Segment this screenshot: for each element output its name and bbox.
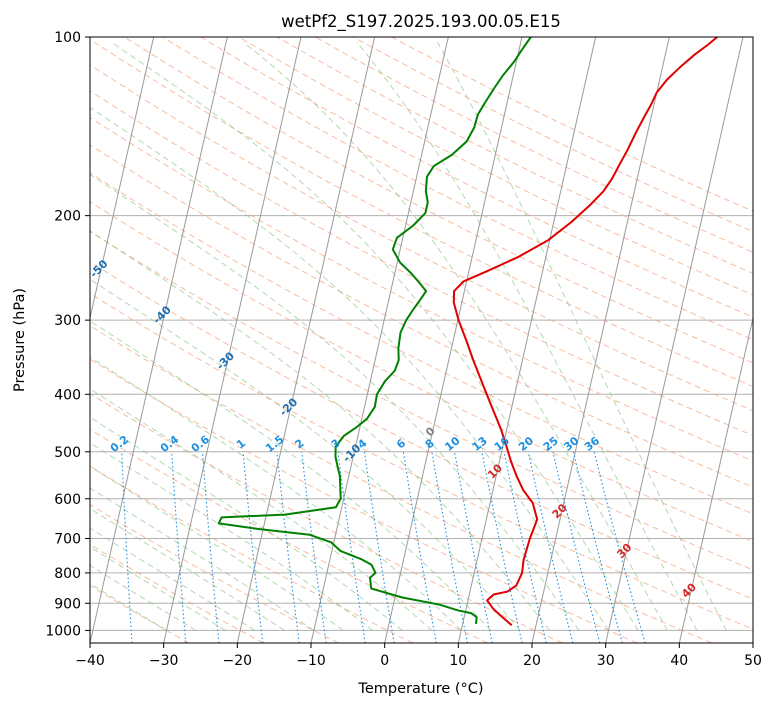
moist-adiabat [90,388,433,631]
x-tick-label: 20 [523,653,541,669]
mixing-ratio-line [276,451,300,643]
mixing-ratio-line [527,451,574,643]
isotherm [384,37,523,643]
y-axis-title: Pressure (hPa) [12,288,28,392]
x-tick-label: −30 [149,653,179,669]
moist-adiabat [90,465,344,631]
x-tick-label: −40 [75,653,105,669]
grid-layer [90,37,753,643]
dry-adiabat [90,64,753,412]
isotherm [236,37,376,643]
moist-adiabat [90,230,550,631]
mixing-ratio-line [242,451,264,643]
dry-adiabat [90,585,190,643]
mixing-ratio-line [337,451,366,643]
isotherm [678,315,753,643]
y-tick-label: 200 [54,209,81,225]
isotherm [531,37,670,643]
series-layer [217,37,718,626]
temperature-profile-line [452,37,718,626]
moist-adiabat [356,41,698,631]
y-tick-label: 600 [54,492,81,508]
x-axis-title: Temperature (°C) [357,681,483,697]
dewpoint-profile-line [217,37,532,625]
dry-adiabat [90,465,414,643]
isotherm [163,37,302,643]
mixing-ratio-line [121,451,133,643]
y-tick-label: 800 [54,566,81,582]
dry-adiabat [200,37,753,318]
dry-adiabat [90,325,712,643]
y-tick-label: 900 [54,596,81,612]
isotherm [605,37,744,643]
dry-adiabat [90,38,753,388]
dry-adiabat [90,358,638,643]
x-tick-label: 10 [449,653,467,669]
moist-adiabat [437,41,727,631]
dry-adiabat [90,144,753,488]
moist-adiabat [90,583,167,631]
mixing-ratio-line [552,451,601,643]
x-tick-label: 40 [670,653,688,669]
isotherm [457,37,597,643]
mixing-ratio-line [481,451,523,643]
dry-adiabat [90,230,753,571]
mixing-ratio-line [201,451,220,643]
isotherm [310,37,449,643]
moist-adiabat [242,41,668,631]
x-tick-label: 50 [744,653,762,669]
mixing-ratio-line [301,451,327,643]
dry-adiabat [162,37,753,341]
moist-adiabat [90,106,609,631]
mixing-ratio-line [572,451,623,643]
chart-title: wetPf2_S197.2025.193.00.05.E15 [281,12,561,32]
axis-layer: −40 −30 −20 −10 0 10 20 30 40 50 100 200 300 400 500 60… [45,30,762,669]
y-tick-label: 500 [54,445,81,461]
x-tick-label: 0 [380,653,389,669]
y-tick-label: 300 [54,313,81,329]
dry-adiabat [90,261,753,600]
mixing-ratio-line [503,451,547,643]
plot-frame [89,36,754,644]
dry-adiabat [90,172,753,515]
y-tick-label: 400 [54,387,81,403]
y-tick-label: 700 [54,532,81,548]
y-tick-label: 100 [54,30,81,46]
moist-adiabat [90,278,521,631]
mixing-ratio-line [454,451,493,643]
mixing-ratio-line [171,451,187,643]
mixing-ratio-line [431,451,469,643]
moist-adiabat [90,487,315,631]
isotherm [90,37,155,321]
isotherm [90,37,228,643]
moist-adiabat [90,173,580,631]
dry-adiabat [90,504,339,643]
y-tick-label: 1000 [45,623,81,639]
moist-adiabat [90,356,462,631]
x-tick-label: −10 [296,653,326,669]
moist-adiabat [90,564,197,631]
mixing-ratio-line [593,451,646,643]
x-tick-label: 30 [597,653,615,669]
moist-adiabat [90,442,374,631]
x-tick-label: −20 [223,653,253,669]
dry-adiabat [90,201,753,543]
